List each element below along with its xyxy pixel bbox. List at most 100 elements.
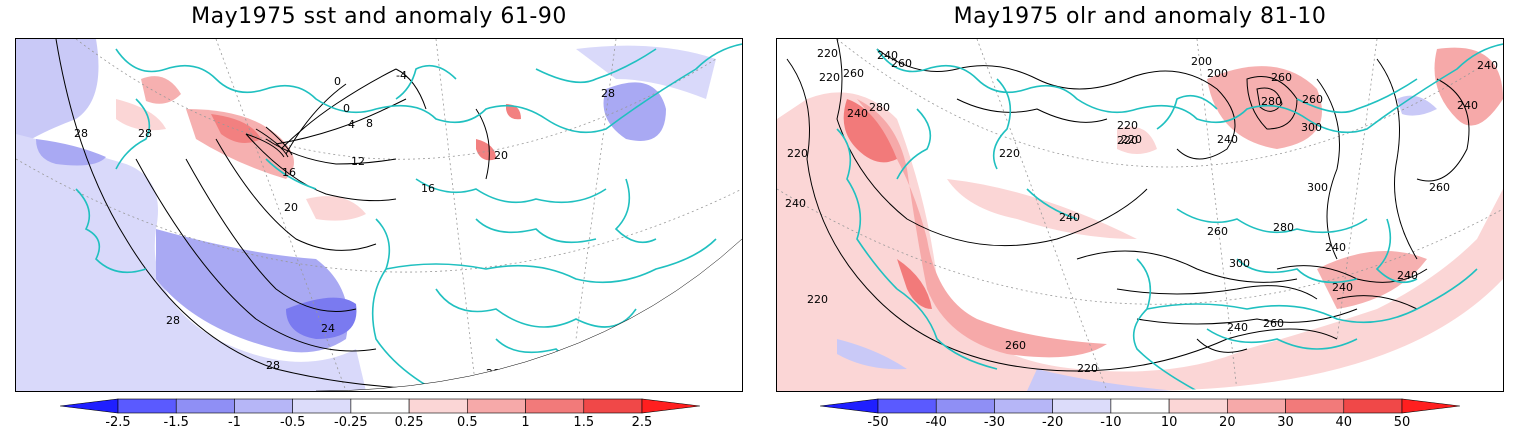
sst-contour-label: 16 — [421, 182, 435, 195]
colorbar-min-arrow — [60, 398, 119, 414]
colorbar-tick-label: -30 — [983, 415, 1006, 430]
colorbar-segment — [350, 398, 410, 414]
olr-contour-label: 300 — [1307, 181, 1328, 194]
olr-contour-label: 260 — [1207, 225, 1228, 238]
colorbar-segment — [292, 398, 352, 414]
left-panel-title: May1975 sst and anomaly 61-90 — [191, 4, 567, 29]
olr-negative-anomaly-region — [837, 339, 907, 370]
right-panel-title: May1975 olr and anomaly 81-10 — [953, 4, 1327, 29]
colorbar-tick-label: -50 — [867, 415, 889, 430]
olr-coastline — [1296, 78, 1418, 114]
olr-coastline — [1026, 188, 1078, 220]
colorbar-tick-label: 2.5 — [631, 415, 653, 430]
sst-coastline — [371, 218, 437, 391]
colorbar-tick-label: 1 — [521, 415, 530, 430]
sst-contour-label: 20 — [284, 201, 298, 214]
sst-coastline — [535, 48, 657, 84]
olr-coastline — [992, 78, 1012, 170]
sst-contour-label: 12 — [351, 155, 365, 168]
olr-contour-label: 280 — [1273, 221, 1294, 234]
olr-contour-label: 260 — [1005, 339, 1026, 352]
sst-contour-label: 28 — [74, 127, 88, 140]
olr-contour-label: 220 — [1077, 362, 1098, 375]
olr-positive-anomaly-region — [947, 179, 1137, 239]
olr-positive-anomaly-region — [857, 99, 1107, 358]
sst-positive-anomaly-region — [506, 104, 521, 120]
olr-coastline — [896, 108, 932, 180]
olr-contour-label: 280 — [1261, 95, 1282, 108]
olr-coastline — [1375, 218, 1418, 284]
olr-coastline — [876, 43, 1503, 134]
sst-contour-label: 28 — [138, 127, 152, 140]
colorbar-tick-label: 0.5 — [456, 415, 478, 430]
sst-contour-label: 4 — [348, 118, 355, 131]
colorbar-segment — [234, 398, 293, 414]
sst-positive-anomaly-region — [141, 76, 181, 104]
olr-contour-label: 220 — [1121, 133, 1142, 146]
olr-contour-label: 260 — [891, 57, 912, 70]
sst-contour-label: 28 — [166, 314, 180, 327]
olr-contour-label: 300 — [1229, 257, 1250, 270]
colorbar-tick-label: 10 — [1160, 415, 1178, 430]
olr-contour-label: 220 — [1117, 134, 1138, 147]
sst-coastline — [385, 238, 717, 284]
olr-coastline — [896, 288, 998, 370]
sst-anomaly-map: 28 28 28 28 24 20 16 12 8 4 0 0 16 -4 20… — [15, 38, 743, 392]
olr-contour-label: 260 — [1271, 71, 1292, 84]
olr-contour-label: 240 — [1325, 241, 1346, 254]
olr-contour-label: 260 — [1429, 181, 1450, 194]
olr-coastline — [1176, 208, 1368, 234]
colorbar-segment — [1343, 398, 1403, 414]
colorbar-segment — [467, 398, 526, 414]
olr-contour-label: 280 — [869, 101, 890, 114]
olr-coastline — [836, 128, 898, 290]
colorbar-segment — [1110, 398, 1170, 414]
olr-positive-anomaly-region — [897, 259, 932, 309]
sst-coastline — [475, 218, 597, 244]
olr-colorbar-bar — [820, 398, 1460, 414]
olr-contour-label: 240 — [1217, 133, 1238, 146]
olr-contour-label: 240 — [1477, 59, 1498, 72]
colorbar-tick-label: 20 — [1219, 415, 1236, 430]
colorbar-max-arrow — [641, 398, 700, 414]
sst-positive-anomaly-region — [116, 99, 166, 131]
sst-contour-label: 16 — [282, 166, 296, 179]
colorbar-tick-label: -20 — [1042, 415, 1064, 430]
olr-coastline — [1146, 268, 1478, 324]
colorbar-segment — [408, 398, 468, 414]
sst-contour-label: -4 — [396, 69, 407, 82]
olr-positive-anomaly-region — [1207, 66, 1322, 149]
olr-contour-label: 240 — [1059, 211, 1080, 224]
olr-coastline — [1206, 328, 1358, 350]
olr-anomaly-map: 260 240 220 220 260 240 220 200 200 220 … — [776, 38, 1504, 392]
olr-contour-label: 300 — [1301, 121, 1322, 134]
sst-positive-anomaly-region — [186, 109, 294, 179]
colorbar-tick-label: -2.5 — [105, 415, 131, 430]
olr-contour-label: 260 — [1263, 317, 1284, 330]
olr-contour-label: 220 — [819, 71, 840, 84]
colorbar-segment — [117, 398, 177, 414]
sst-negative-anomaly-region — [286, 297, 357, 339]
olr-coastline — [1236, 258, 1358, 284]
olr-positive-anomaly-region — [843, 99, 897, 163]
colorbar-tick-label: 50 — [1393, 415, 1411, 430]
colorbar-tick-label: 0.25 — [394, 415, 424, 430]
colorbar-segment — [583, 398, 643, 414]
colorbar-tick-label: 30 — [1277, 415, 1294, 430]
sst-coastline — [115, 43, 742, 134]
colorbar-segment — [175, 398, 235, 414]
olr-contour-label: 240 — [1397, 269, 1418, 282]
colorbar-tick-label: -40 — [925, 415, 947, 430]
sst-contour-label: 20 — [494, 149, 508, 162]
colorbar-segment — [994, 398, 1053, 414]
sst-coastline — [614, 178, 657, 244]
sst-positive-anomaly-region — [306, 196, 366, 221]
olr-contour-labels: 260 240 220 220 260 240 220 200 200 220 … — [785, 47, 1498, 375]
sst-coastline — [395, 64, 457, 100]
colorbar-segment — [1168, 398, 1228, 414]
sst-positive-anomaly-region — [476, 139, 496, 161]
sst-colorbar: -2.5 -1.5 -1 -0.5 -0.25 0.25 0.5 1 1.5 2.5 — [60, 398, 700, 430]
colorbar-tick-label: -0.25 — [334, 415, 368, 430]
sst-colorbar-bar — [60, 398, 700, 414]
colorbar-segment — [877, 398, 937, 414]
